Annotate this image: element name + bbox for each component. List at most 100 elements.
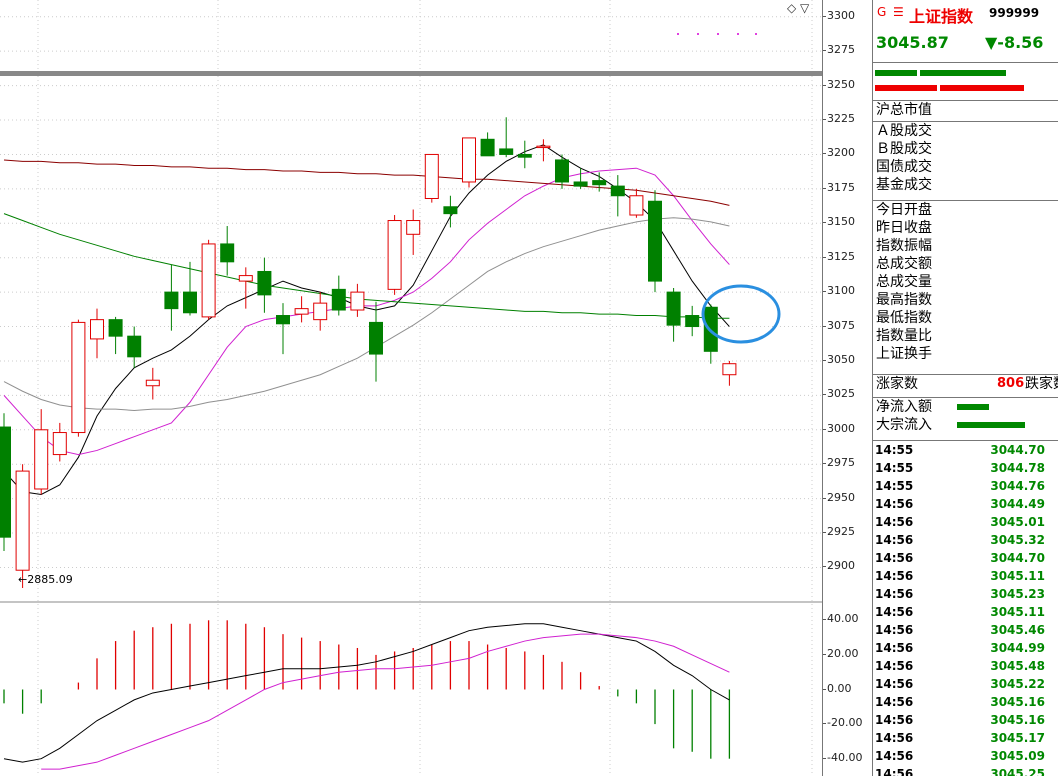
tick-time: 14:56 [875, 767, 914, 776]
macd-tick-label: -40.00 [822, 750, 863, 764]
highlight-circle [701, 284, 781, 344]
tick-row: 14:55 3044.78 [873, 459, 1058, 477]
tick-time: 14:56 [875, 677, 914, 691]
stat-label: 最低指数 [876, 310, 932, 326]
candle-body [276, 315, 290, 325]
tick-price: 3044.70 [990, 551, 1045, 565]
tick-row: 14:56 3045.17 [873, 729, 1058, 747]
candle-body [201, 243, 216, 318]
stat-label: 今日开盘 [876, 202, 932, 218]
logo-icon[interactable]: G [877, 5, 887, 19]
price-axis: 3300 3275 3250 3225 3200 3175 3150 3125 3100 3075… [822, 0, 873, 776]
block-inflow-bar [957, 422, 1025, 428]
advance-value: 806 [997, 376, 1025, 391]
tick-price: 3045.11 [990, 569, 1045, 583]
index-price: 3045.87 [876, 33, 949, 52]
macd-dea-line [41, 633, 730, 770]
candle-body [71, 321, 86, 434]
index-change: ▼-8.56 [985, 33, 1044, 52]
candle-body [685, 315, 700, 328]
tick-price: 3044.70 [990, 443, 1045, 457]
candle-body [238, 275, 253, 282]
tick-time: 14:55 [875, 479, 914, 493]
top-icons[interactable]: ◇ ▽ [787, 1, 810, 15]
candle-body [517, 153, 532, 158]
tick-price: 3045.01 [990, 515, 1045, 529]
tick-price: 3045.48 [990, 659, 1045, 673]
candle-body [15, 470, 30, 571]
kline-svg[interactable] [0, 0, 822, 776]
tick-row: 14:56 3045.16 [873, 711, 1058, 729]
price-tick-label: 3200 [823, 146, 855, 160]
stat-label: 指数振幅 [876, 238, 932, 254]
candle-body [722, 363, 737, 376]
tick-row: 14:56 3045.22 [873, 675, 1058, 693]
macd-tick-label: 20.00 [823, 646, 859, 660]
volume-label: 国债成交 [876, 159, 932, 175]
candle-body [127, 335, 142, 358]
tick-row: 14:56 3045.16 [873, 693, 1058, 711]
green-bar-1 [875, 70, 917, 76]
ma-line [3, 213, 730, 319]
tick-price: 3045.17 [990, 731, 1045, 745]
price-tick-label: 3100 [823, 284, 855, 298]
price-tick-label: 2925 [823, 525, 855, 539]
breadth-row: 涨家数 806 跌家数 [873, 375, 1058, 393]
tick-row: 14:56 3044.99 [873, 639, 1058, 657]
volume-section: Ａ股成交 Ｂ股成交 国债成交 基金成交 [873, 121, 1058, 194]
breadth-section: 涨家数 806 跌家数 [873, 374, 1058, 393]
macd-dif-line [3, 623, 730, 763]
ma-line [3, 217, 730, 412]
tick-row: 14:56 3045.23 [873, 585, 1058, 603]
price-tick-label: 3050 [823, 352, 855, 366]
candle-body [406, 220, 421, 235]
marker-dot [697, 33, 699, 35]
price-tick-label: 3000 [823, 421, 855, 435]
stat-label: 指数量比 [876, 328, 932, 344]
candle-body [90, 319, 104, 340]
tick-price: 3045.22 [990, 677, 1045, 691]
ma-line [3, 144, 730, 496]
list-icon[interactable]: ☰ [893, 5, 904, 19]
price-tick-label: 3125 [823, 249, 855, 263]
price-tick-label: 3275 [823, 43, 855, 57]
tick-time: 14:56 [875, 497, 914, 511]
tick-list[interactable]: 14:55 3044.70 14:55 3044.78 14:55 3044.76 14:5… [873, 440, 1058, 776]
candle-body [573, 181, 588, 187]
tick-row: 14:56 3045.01 [873, 513, 1058, 531]
tick-row: 14:56 3045.11 [873, 567, 1058, 585]
stat-label: 总成交额 [876, 256, 932, 272]
tick-row: 14:56 3045.09 [873, 747, 1058, 765]
tick-price: 3045.32 [990, 533, 1045, 547]
tick-price: 3045.16 [990, 713, 1045, 727]
index-name: 上证指数 [909, 7, 974, 26]
marker-dot [737, 33, 739, 35]
macd-tick-label: 40.00 [823, 612, 859, 626]
price-tick-label: 2900 [823, 559, 855, 573]
candle-body [108, 319, 123, 337]
red-bar-2 [940, 85, 1024, 91]
candle-body [52, 432, 67, 456]
marker-dot [677, 33, 679, 35]
candle-body [480, 138, 495, 157]
kline-chart[interactable]: ◇ ▽ ←2885.09 [0, 0, 822, 776]
tick-price: 3045.46 [990, 623, 1045, 637]
tick-price: 3045.11 [990, 605, 1045, 619]
candle-body [34, 429, 49, 490]
stat-label: 上证换手 [876, 346, 932, 362]
tick-row: 14:56 3045.11 [873, 603, 1058, 621]
quote-header: G ☰ 上证指数 999999 3045.87 ▼-8.56 [873, 0, 1058, 60]
low-marker: ←2885.09 [18, 573, 73, 586]
price-tick-label: 3025 [823, 387, 855, 401]
marker-dot [717, 33, 719, 35]
tick-row: 14:55 3044.76 [873, 477, 1058, 495]
candle-body [0, 426, 11, 538]
price-tick-label: 3300 [823, 8, 855, 22]
tick-time: 14:56 [875, 569, 914, 583]
candle-body [536, 145, 551, 149]
tick-row: 14:56 3045.46 [873, 621, 1058, 639]
candle-body [499, 148, 514, 155]
ma-line [3, 167, 730, 456]
tick-time: 14:55 [875, 461, 914, 475]
market-cap-label: 沪总市值 [876, 102, 932, 118]
